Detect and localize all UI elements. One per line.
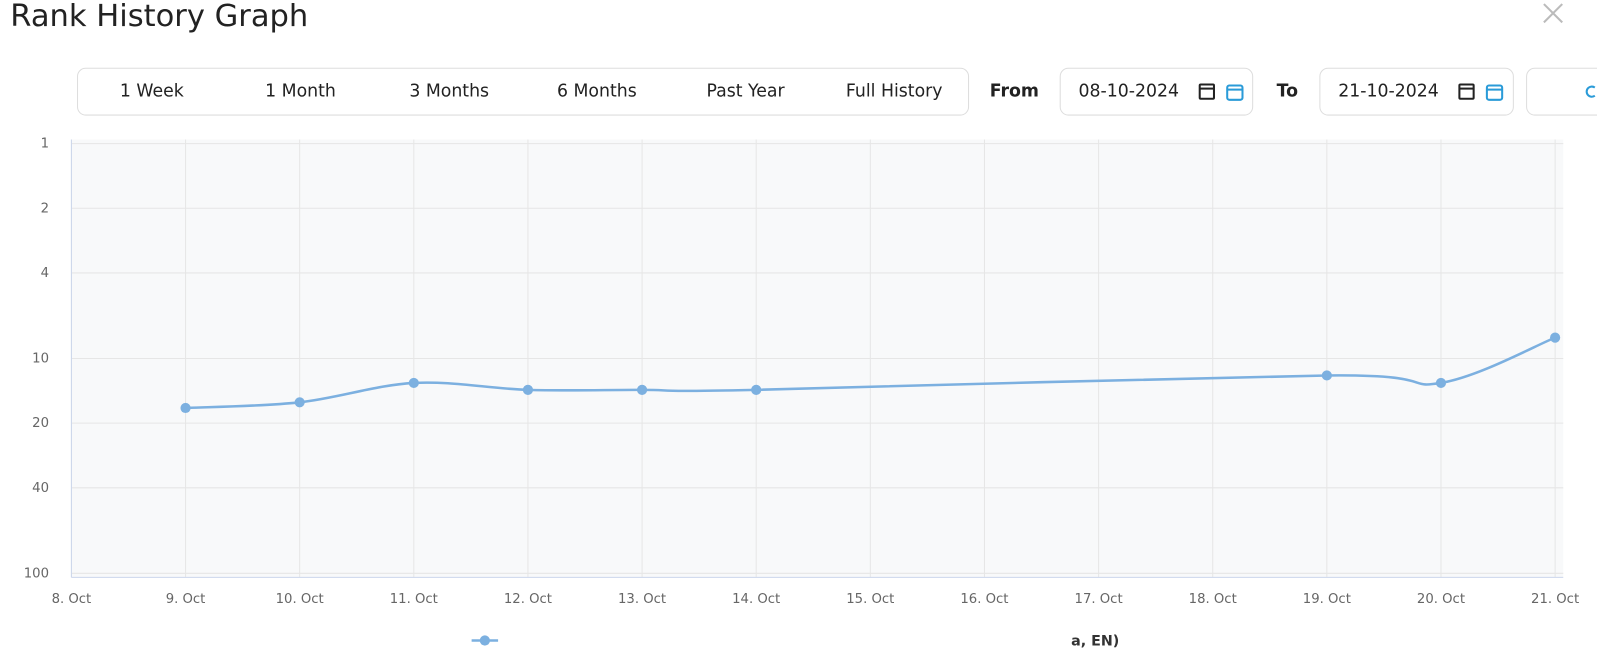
range-button[interactable]: Full History [846, 82, 943, 102]
from-label: From [990, 82, 1039, 102]
from-date-input[interactable] [1059, 67, 1254, 116]
series-line [185, 336, 1556, 410]
x-tick-label: 11. Oct [390, 592, 438, 607]
y-tick-label: 2 [41, 201, 49, 216]
x-tick-label: 16. Oct [960, 592, 1008, 607]
y-tick-label: 1 [41, 137, 49, 152]
close-button[interactable] [1543, 3, 1563, 24]
range-button[interactable]: 1 Week [120, 82, 184, 102]
y-tick-label: 10 [32, 351, 49, 366]
y-tick-label: 4 [41, 266, 49, 281]
data-point [180, 402, 191, 414]
x-tick-label: 17. Oct [1075, 592, 1123, 607]
data-point [751, 384, 762, 395]
data-point [408, 377, 419, 389]
x-tick-label: 21. Oct [1531, 592, 1579, 607]
x-tick-label: 10. Oct [276, 592, 324, 607]
x-tick-label: 15. Oct [846, 592, 894, 607]
range-button[interactable]: 1 Month [265, 82, 336, 102]
apply-icon [1585, 85, 1596, 98]
to-date-input[interactable] [1319, 67, 1514, 116]
x-tick-label: 14. Oct [732, 592, 780, 607]
calendar-icon [1458, 83, 1504, 101]
x-tick-label: 9. Oct [166, 592, 206, 607]
range-button[interactable]: 6 Months [557, 82, 637, 102]
x-tick-label: 18. Oct [1189, 592, 1237, 607]
y-tick-label: 20 [32, 416, 49, 431]
range-button[interactable]: Past Year [706, 82, 785, 102]
from-date-value: 08-10-2024 [1079, 82, 1180, 102]
legend-label[interactable]: a, EN) [1071, 634, 1119, 650]
apply-button[interactable] [1526, 67, 1597, 116]
data-point [1435, 377, 1447, 389]
data-point [636, 384, 648, 395]
data-point [1550, 332, 1561, 343]
data-point [294, 397, 305, 408]
x-tick-label: 20. Oct [1417, 592, 1465, 607]
x-tick-label: 12. Oct [504, 592, 552, 607]
data-point [522, 384, 534, 395]
x-tick-label: 13. Oct [618, 592, 666, 607]
y-tick-label: 100 [24, 566, 49, 581]
data-point [1321, 370, 1332, 381]
legend-symbol [479, 635, 490, 646]
to-label: To [1277, 82, 1298, 102]
calendar-icon [1198, 83, 1244, 101]
x-tick-label: 8. Oct [52, 592, 92, 607]
x-tick-label: 19. Oct [1303, 592, 1351, 607]
range-button[interactable]: 3 Months [409, 82, 489, 102]
y-tick-label: 40 [32, 481, 49, 496]
to-date-value: 21-10-2024 [1338, 82, 1439, 102]
range-button-group [77, 67, 970, 116]
page-title: Rank History Graph [10, 0, 308, 34]
